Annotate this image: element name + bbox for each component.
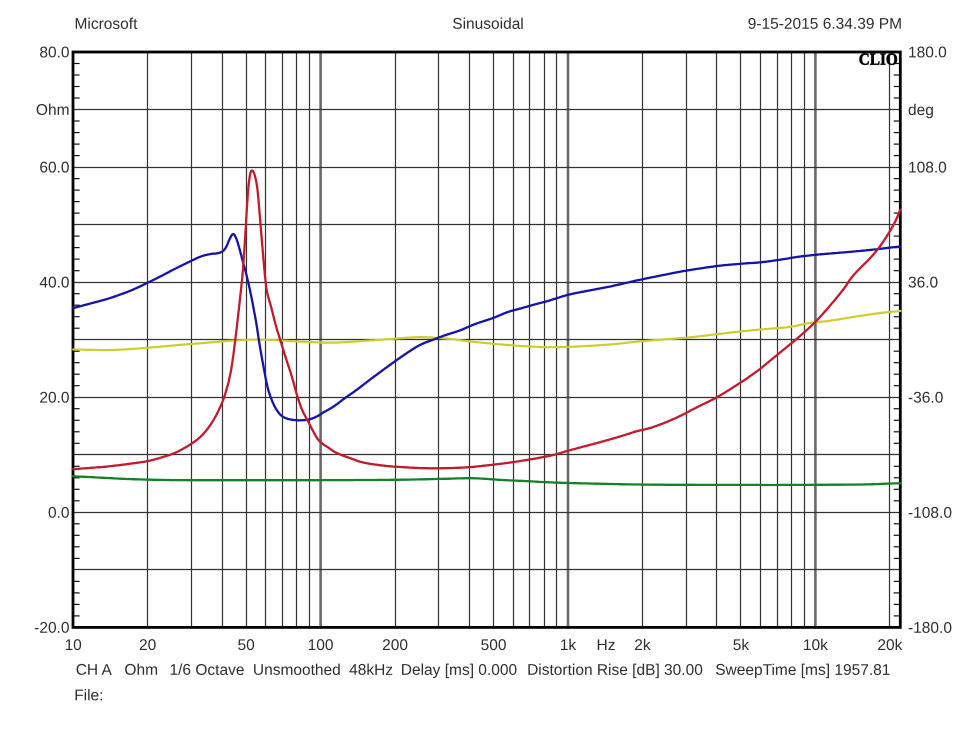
svg-text:CH A: CH A xyxy=(76,662,113,679)
svg-text:deg: deg xyxy=(908,102,934,119)
svg-text:File:: File: xyxy=(74,687,103,704)
svg-text:CLIO: CLIO xyxy=(859,50,898,69)
svg-text:-36.0: -36.0 xyxy=(908,390,944,407)
svg-text:40.0: 40.0 xyxy=(39,275,70,292)
svg-text:Microsoft: Microsoft xyxy=(74,16,138,33)
svg-text:20k: 20k xyxy=(877,637,902,654)
svg-text:200: 200 xyxy=(382,637,408,654)
svg-text:36.0: 36.0 xyxy=(908,275,939,292)
svg-text:500: 500 xyxy=(481,637,507,654)
svg-text:-20.0: -20.0 xyxy=(34,620,70,637)
svg-text:10k: 10k xyxy=(803,637,828,654)
svg-text:1k: 1k xyxy=(560,637,577,654)
svg-text:80.0: 80.0 xyxy=(39,44,70,61)
svg-text:10: 10 xyxy=(65,637,83,654)
svg-text:Ohm: Ohm xyxy=(36,102,70,119)
svg-text:Unsmoothed: Unsmoothed xyxy=(253,662,341,679)
svg-text:20.0: 20.0 xyxy=(39,390,70,407)
svg-text:20: 20 xyxy=(139,637,157,654)
svg-text:1/6 Octave: 1/6 Octave xyxy=(169,662,244,679)
svg-text:Hz: Hz xyxy=(597,637,616,654)
svg-text:9-15-2015 6.34.39 PM: 9-15-2015 6.34.39 PM xyxy=(748,16,902,33)
svg-text:Sinusoidal: Sinusoidal xyxy=(452,16,524,33)
svg-text:SweepTime [ms] 1957.81: SweepTime [ms] 1957.81 xyxy=(715,662,890,679)
svg-text:Delay [ms] 0.000: Delay [ms] 0.000 xyxy=(401,662,518,679)
svg-text:-108.0: -108.0 xyxy=(908,505,952,522)
svg-text:5k: 5k xyxy=(733,637,750,654)
svg-text:100: 100 xyxy=(308,637,334,654)
svg-text:Ohm: Ohm xyxy=(124,662,158,679)
svg-text:-180.0: -180.0 xyxy=(908,620,952,637)
svg-text:50: 50 xyxy=(237,637,255,654)
svg-text:48kHz: 48kHz xyxy=(349,662,393,679)
svg-text:108.0: 108.0 xyxy=(908,159,947,176)
svg-text:2k: 2k xyxy=(634,637,651,654)
svg-text:Distortion Rise [dB] 30.00: Distortion Rise [dB] 30.00 xyxy=(527,662,703,679)
svg-text:0.0: 0.0 xyxy=(48,505,70,522)
svg-text:180.0: 180.0 xyxy=(908,44,947,61)
svg-text:60.0: 60.0 xyxy=(39,159,70,176)
